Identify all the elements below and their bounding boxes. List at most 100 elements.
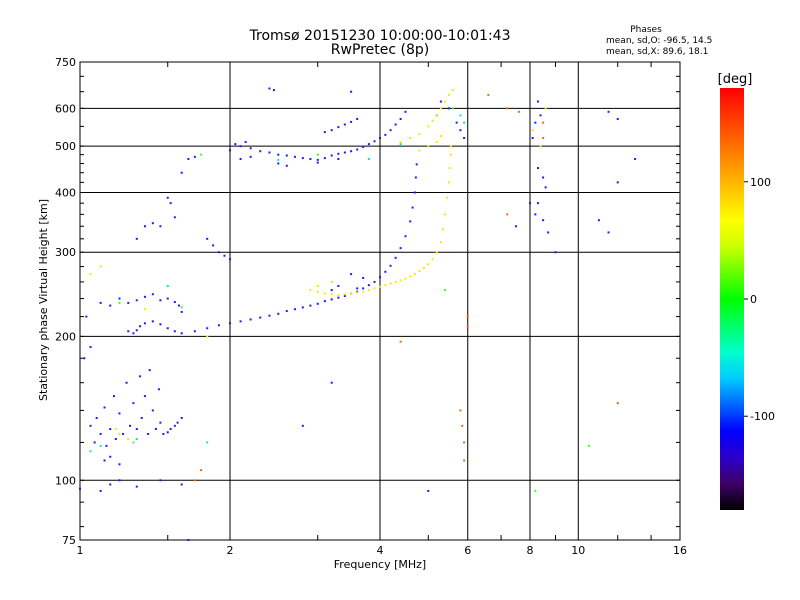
data-point xyxy=(180,416,183,419)
data-point xyxy=(285,164,288,167)
data-point xyxy=(515,225,518,228)
data-point xyxy=(229,149,231,152)
data-point xyxy=(466,315,469,318)
data-point xyxy=(157,388,160,391)
data-point xyxy=(103,459,106,462)
data-point xyxy=(159,323,162,326)
data-point xyxy=(277,158,280,161)
data-point xyxy=(536,202,539,205)
data-point xyxy=(418,270,421,273)
data-point xyxy=(316,302,319,305)
data-point xyxy=(330,293,333,296)
x-tick-label: 4 xyxy=(377,544,384,557)
data-point xyxy=(229,322,231,325)
data-point xyxy=(447,181,450,184)
data-point xyxy=(449,153,452,156)
data-point xyxy=(132,441,135,444)
data-point xyxy=(330,129,333,132)
data-point xyxy=(159,225,162,228)
data-point xyxy=(439,107,442,110)
data-point xyxy=(409,137,412,140)
data-point xyxy=(135,299,138,302)
y-tick-label: 400 xyxy=(55,186,76,199)
data-point xyxy=(180,483,183,486)
data-point xyxy=(404,235,407,238)
data-point xyxy=(449,145,452,148)
data-point xyxy=(139,375,142,378)
data-point xyxy=(176,421,179,424)
chart-title: Tromsø 20151230 10:00:00-10:01:43 xyxy=(249,28,511,44)
data-point xyxy=(367,158,370,161)
data-point xyxy=(135,329,138,332)
data-point xyxy=(536,100,539,103)
data-point xyxy=(435,251,438,254)
data-point xyxy=(316,290,319,293)
data-point xyxy=(109,428,112,431)
data-point xyxy=(330,154,333,157)
data-point xyxy=(89,273,92,276)
data-point xyxy=(99,489,102,492)
plot-area: 1 2 4 6 8 10 16 75 100 200 300 400 500 600 750 xyxy=(55,56,687,557)
data-point xyxy=(443,289,446,292)
data-point xyxy=(187,158,190,161)
data-point xyxy=(135,485,138,488)
data-point xyxy=(151,293,154,296)
data-point xyxy=(143,322,146,325)
data-point xyxy=(193,479,196,482)
data-point xyxy=(461,424,464,427)
data-point xyxy=(135,437,138,440)
data-point xyxy=(384,284,387,287)
data-point xyxy=(373,140,376,143)
data-point xyxy=(399,279,402,282)
y-axis-label: Stationary phase Virtual Height [km] xyxy=(37,199,50,401)
data-point xyxy=(125,381,128,384)
data-point xyxy=(534,489,537,492)
data-point xyxy=(127,330,130,333)
data-point xyxy=(431,119,434,122)
data-point xyxy=(459,409,462,412)
data-point xyxy=(441,228,444,231)
data-point xyxy=(367,143,370,146)
data-point xyxy=(459,129,462,132)
data-point xyxy=(118,412,121,415)
data-point xyxy=(143,395,146,398)
data-point xyxy=(234,143,237,146)
data-point xyxy=(127,301,130,304)
data-point xyxy=(466,325,469,328)
data-point xyxy=(259,150,262,153)
data-point xyxy=(463,137,466,140)
data-point xyxy=(229,258,231,261)
data-point xyxy=(330,280,333,283)
data-point xyxy=(362,276,365,279)
data-point xyxy=(316,158,319,161)
data-point xyxy=(177,304,180,307)
data-point xyxy=(118,297,121,300)
data-point xyxy=(427,145,430,148)
y-tick-label: 100 xyxy=(55,474,76,487)
data-point xyxy=(132,332,135,335)
data-point xyxy=(114,428,117,431)
data-point xyxy=(206,441,209,444)
data-point xyxy=(118,432,121,435)
y-tick-label: 750 xyxy=(55,56,76,69)
data-point xyxy=(539,114,542,117)
data-point xyxy=(173,330,176,333)
data-point xyxy=(350,292,353,295)
data-point xyxy=(187,539,190,541)
data-point xyxy=(316,284,319,287)
data-point xyxy=(399,117,402,120)
data-point xyxy=(323,157,326,160)
data-point xyxy=(159,479,162,482)
data-point xyxy=(439,241,442,244)
data-point xyxy=(379,137,381,140)
data-point xyxy=(259,316,262,319)
colorbar: 100 0 -100 xyxy=(720,88,775,510)
data-point xyxy=(89,346,92,349)
data-point xyxy=(337,152,340,155)
data-point xyxy=(180,306,183,309)
data-point xyxy=(531,129,534,132)
data-point xyxy=(309,289,312,292)
data-point xyxy=(277,312,280,315)
data-point xyxy=(180,171,183,174)
data-point xyxy=(379,285,381,288)
